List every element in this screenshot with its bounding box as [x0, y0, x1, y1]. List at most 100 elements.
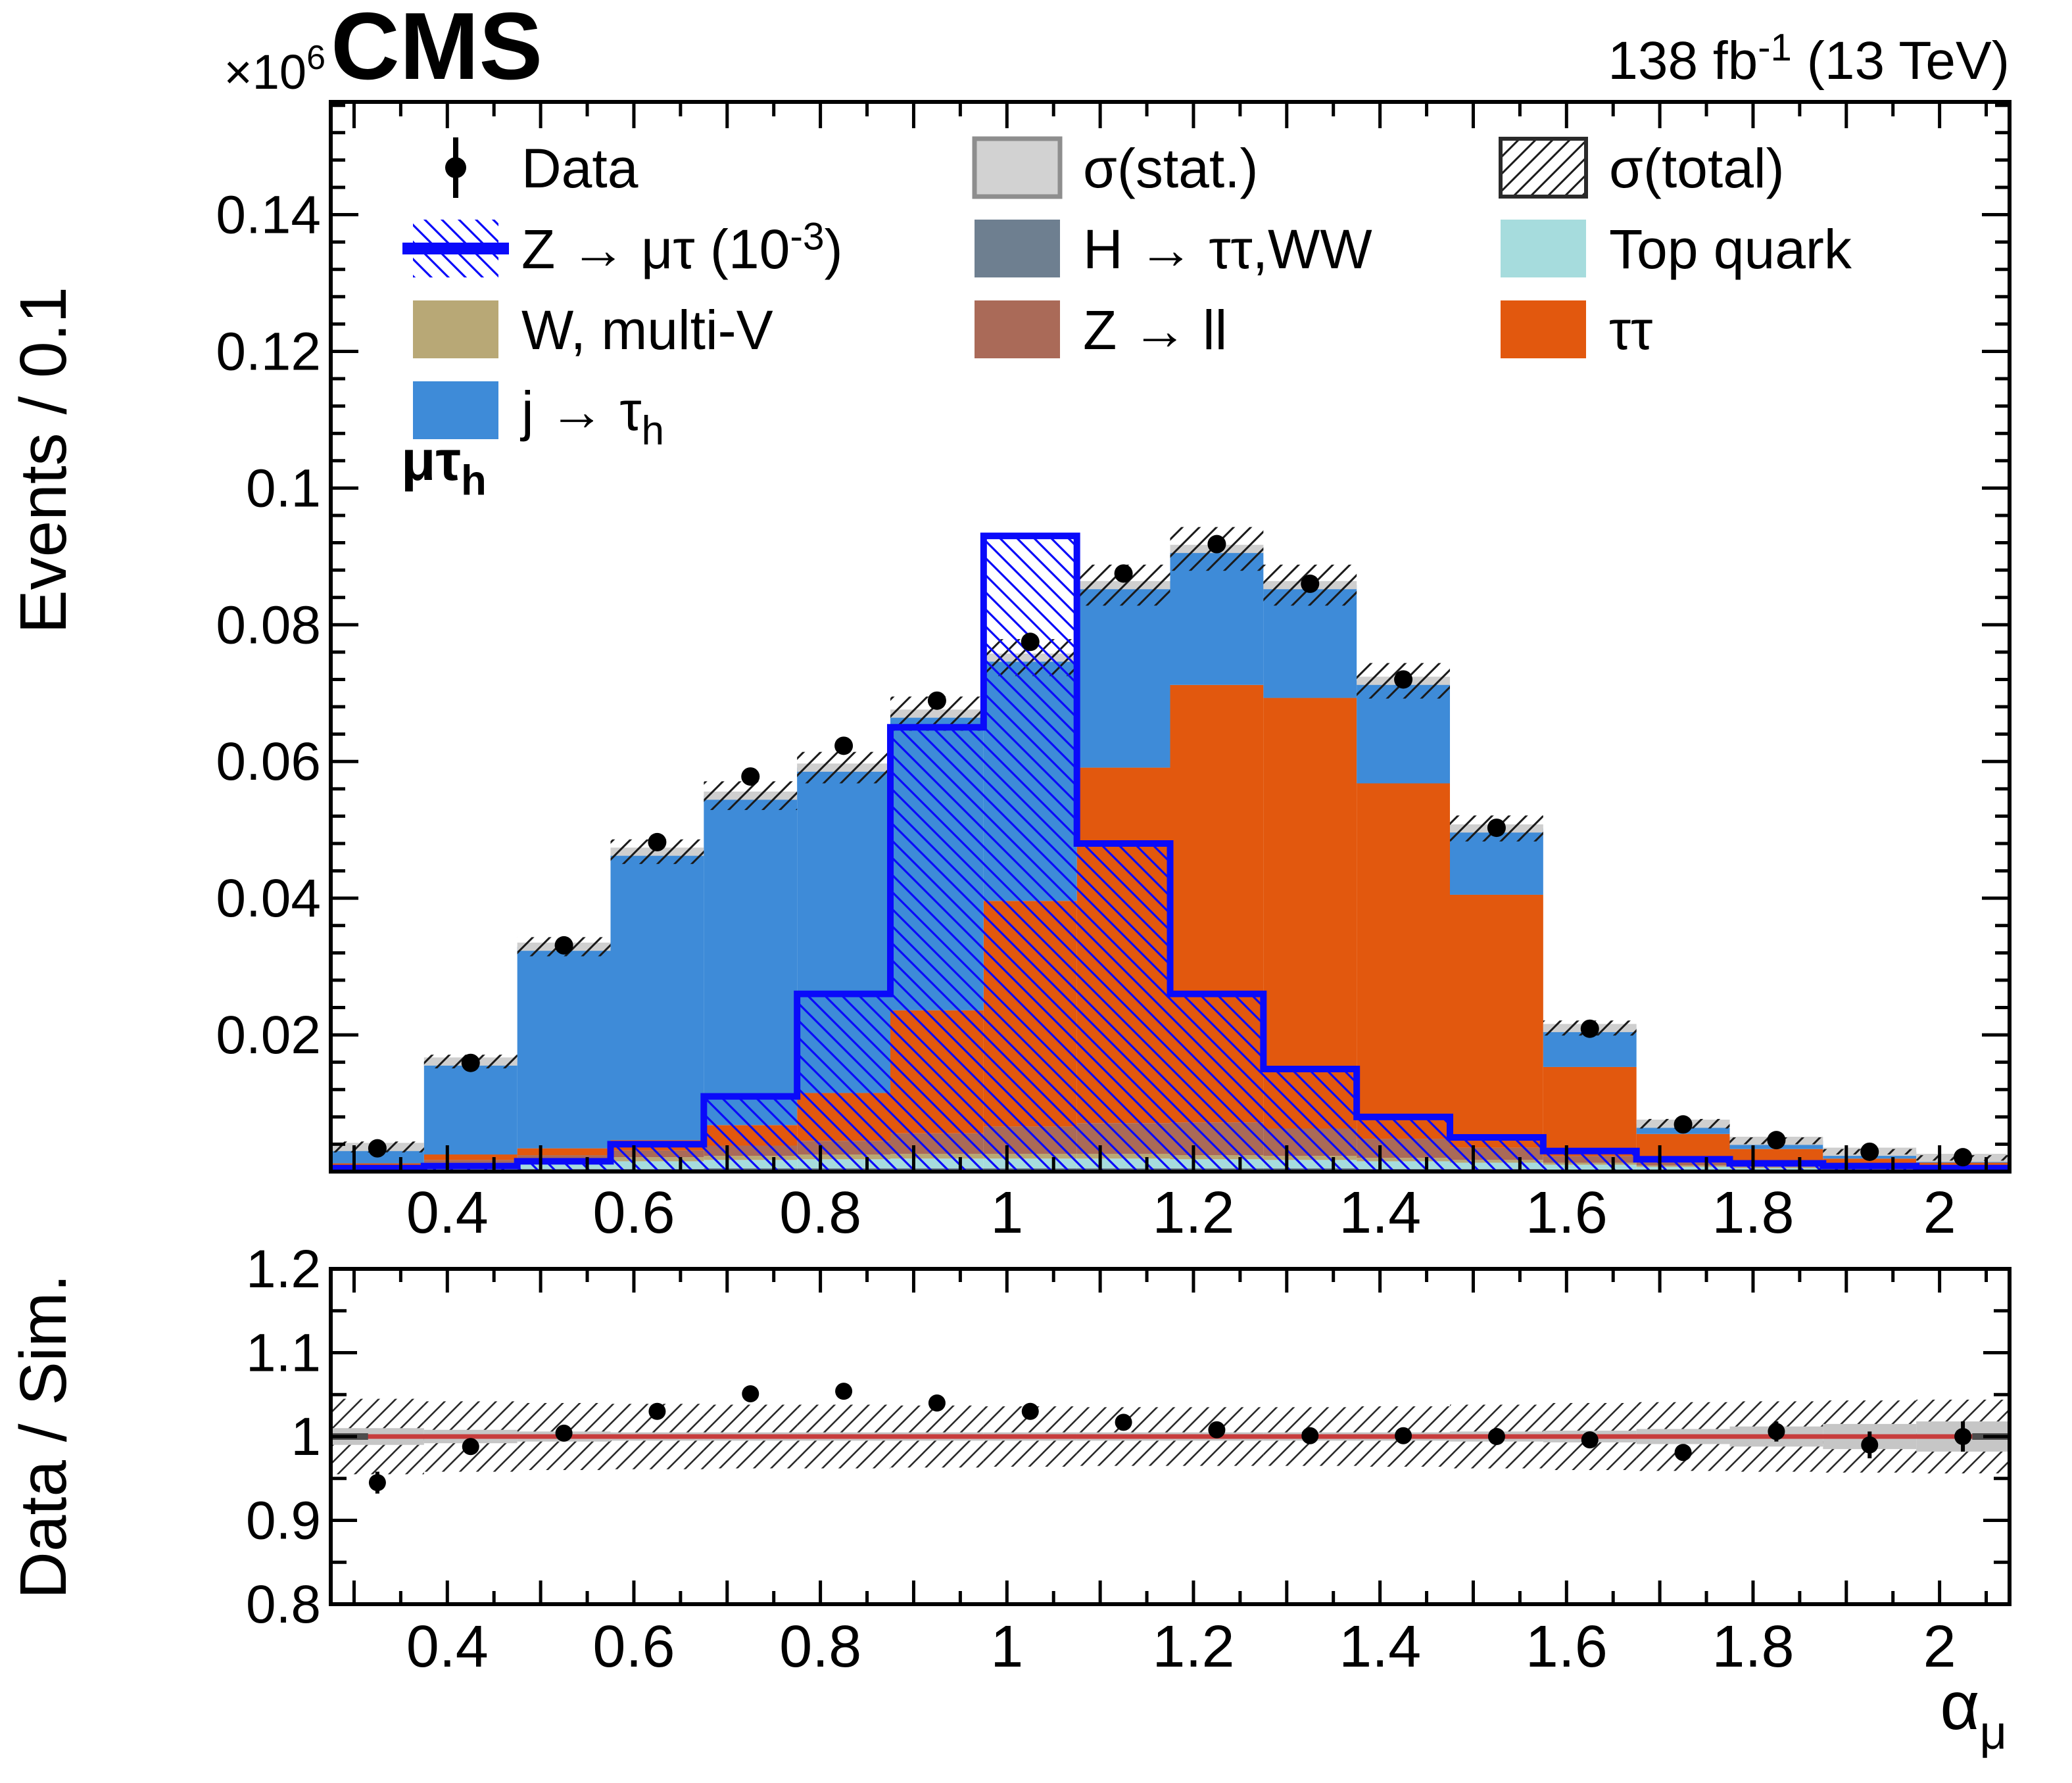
main-y-tick-label: 0.12: [216, 321, 321, 381]
legend-swatch-tautau: [1501, 300, 1586, 358]
legend-item-total: σ(total): [1499, 137, 1785, 199]
ratio-y-tick-label: 0.9: [246, 1491, 321, 1551]
main-x-tick-label: 1.8: [1712, 1180, 1794, 1246]
stack-bar: [423, 1160, 518, 1163]
legend-swatch-stat: [972, 136, 1063, 199]
ratio-point: [742, 1385, 759, 1402]
ratio-point: [1115, 1414, 1132, 1431]
legend-item-wmultiv: W, multi-V: [413, 299, 773, 361]
data-point: [1487, 819, 1506, 838]
data-point: [1394, 670, 1413, 689]
lumi-label: 138 fb-1 (13 TeV): [1608, 26, 2010, 91]
ratio-point: [1487, 1428, 1505, 1445]
data-point: [1301, 574, 1320, 593]
legend-label-top: Top quark: [1609, 218, 1852, 280]
data-point: [1954, 1148, 1973, 1167]
ratio-point: [835, 1383, 853, 1400]
stack-bar: [704, 796, 798, 1126]
main-frame: [329, 100, 2012, 1174]
stack-bar: [610, 851, 704, 1141]
legend-item-zll: Z → ll: [975, 299, 1227, 361]
ratio-ticks: [331, 1267, 2010, 1606]
stack-bar: [1357, 783, 1450, 1139]
main-panel: 0.02 0.04 0.06 0.08 0.1 0.12 0.14 0.4 0.6 0.8 1 1.2…: [216, 100, 2012, 1246]
data-point: [927, 691, 946, 710]
legend-item-tautau: ττ: [1501, 299, 1652, 361]
data-point: [741, 767, 760, 786]
main-y-tick-label: 0.14: [216, 185, 321, 245]
ratio-point: [1861, 1436, 1879, 1454]
ratio-point: [462, 1438, 479, 1456]
legend-data-marker: [445, 157, 466, 178]
ratio-panel: 0.8 0.9 1 1.1 1.2 0.4 0.6 0.8 1 1.2 1.4 1.6 1.8 2: [246, 1239, 2012, 1680]
ratio-y-tick-label: 1.1: [246, 1323, 321, 1383]
channel-label: μτh: [401, 429, 487, 504]
legend-label-zll: Z → ll: [1083, 299, 1227, 361]
ratio-plot-area: [331, 1383, 2010, 1494]
ratio-point: [1954, 1428, 1972, 1445]
ratio-point: [1581, 1431, 1599, 1449]
legend-label-jfake: j → τh: [519, 380, 664, 454]
legend: Data Z → μτ (10-3) W, multi-V j → τh σ(stat.…: [402, 136, 1852, 454]
data-point: [1114, 564, 1133, 583]
legend-label-total: σ(total): [1609, 137, 1785, 199]
stack-bar: [1543, 1066, 1637, 1156]
stack-bar: [517, 1148, 611, 1156]
main-x-tick-label: 1: [990, 1180, 1023, 1246]
cms-label: CMS: [331, 0, 542, 99]
ratio-point: [1674, 1444, 1692, 1462]
legend-item-stat: σ(stat.): [972, 136, 1259, 199]
main-y-tick-label: 0.02: [216, 1005, 321, 1065]
legend-label-data: Data: [521, 137, 638, 199]
data-point: [1674, 1115, 1693, 1134]
ratio-x-tick-label: 1.8: [1712, 1614, 1794, 1680]
ratio-point: [1301, 1427, 1319, 1444]
legend-swatch-top: [1501, 220, 1586, 277]
axis-multiplier: ×106: [224, 39, 325, 99]
ratio-y-tick-label: 1: [291, 1407, 321, 1467]
ratio-point: [368, 1474, 386, 1492]
ratio-x-tick-label: 1.2: [1152, 1614, 1234, 1680]
legend-swatch-higgs: [975, 220, 1060, 277]
data-point: [648, 832, 667, 851]
data-point: [1207, 535, 1226, 554]
legend-item-jfake: j → τh: [413, 380, 664, 454]
legend-label-tautau: ττ: [1609, 299, 1652, 361]
main-y-tick-label: 0.06: [216, 732, 321, 792]
data-point: [1860, 1142, 1879, 1161]
legend-label-stat: σ(stat.): [1083, 137, 1259, 199]
x-axis-title: αμ: [1940, 1668, 2007, 1759]
stack-bar: [423, 1061, 518, 1155]
legend-swatch-jfake: [413, 381, 498, 439]
data-point: [1021, 632, 1040, 652]
stack-bar: [517, 1155, 611, 1160]
main-y-tick-label: 0.1: [246, 458, 321, 518]
ratio-point: [928, 1394, 946, 1412]
data-point: [1580, 1019, 1599, 1038]
legend-label-wmultiv: W, multi-V: [521, 299, 773, 361]
ratio-y-tick-label: 1.2: [246, 1239, 321, 1299]
legend-swatch-wmultiv: [413, 300, 498, 358]
data-point: [554, 936, 573, 955]
ratio-x-tick-label: 2: [1923, 1614, 1956, 1680]
data-point: [368, 1139, 387, 1158]
legend-item-data: Data: [445, 137, 638, 199]
main-y-tick-label: 0.08: [216, 595, 321, 655]
stack-bar: [1263, 698, 1357, 1129]
main-plot-area: [331, 527, 2010, 1172]
main-x-tick-label: 1.2: [1152, 1180, 1234, 1246]
ratio-point: [648, 1402, 666, 1420]
main-x-tick-label: 0.8: [779, 1180, 861, 1246]
main-x-tick-label: 1.4: [1339, 1180, 1421, 1246]
main-x-tick-label: 0.6: [592, 1180, 675, 1246]
legend-item-top: Top quark: [1501, 218, 1852, 280]
main-y-axis-title: Events / 0.1: [7, 287, 80, 634]
stack-bar: [1170, 548, 1264, 685]
ratio-point: [555, 1424, 573, 1442]
main-ticks: [331, 102, 2010, 1172]
legend-item-signal: Z → μτ (10-3): [402, 215, 843, 280]
total-unc-band: [797, 751, 890, 784]
stack-bar: [1076, 585, 1170, 768]
